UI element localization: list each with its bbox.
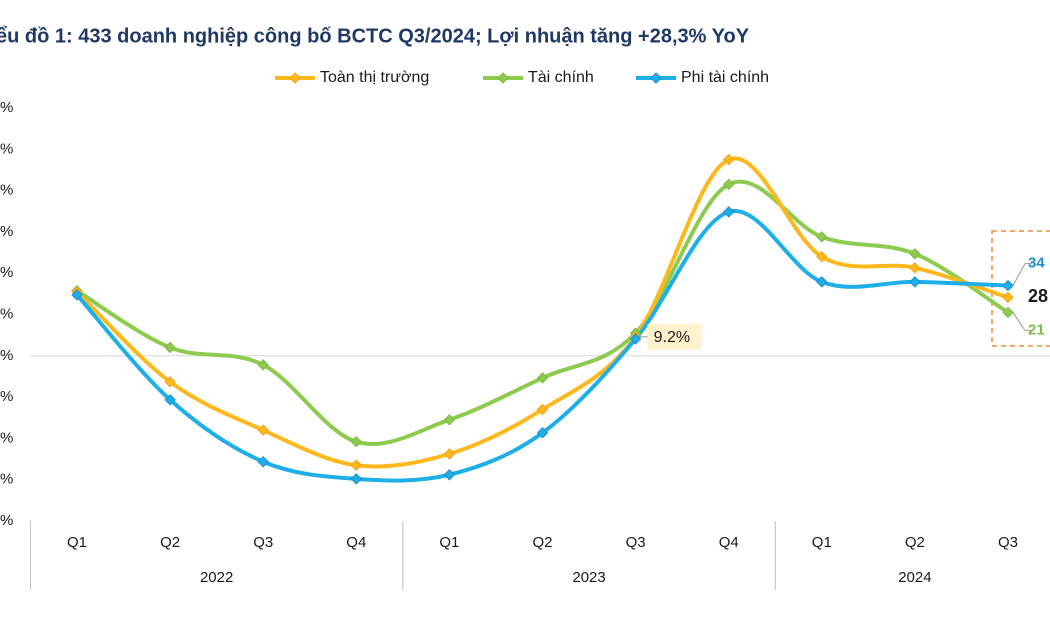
data-marker bbox=[722, 206, 735, 218]
y-tick-label: % bbox=[0, 347, 13, 364]
x-group-label: 2022 bbox=[200, 569, 233, 586]
data-marker bbox=[257, 359, 269, 371]
x-tick-label: Q4 bbox=[346, 534, 366, 551]
data-marker bbox=[1002, 291, 1014, 304]
x-tick-label: Q1 bbox=[67, 534, 87, 551]
chart-title: ểu đồ 1: 433 doanh nghiệp công bố BCTC Q… bbox=[0, 25, 750, 47]
data-marker bbox=[164, 376, 176, 388]
y-tick-label: % bbox=[0, 264, 13, 281]
legend-marker bbox=[289, 72, 301, 84]
data-marker bbox=[816, 276, 828, 288]
x-tick-label: Q2 bbox=[905, 534, 925, 551]
data-marker bbox=[536, 427, 549, 439]
data-marker bbox=[257, 424, 269, 436]
data-label: 21 bbox=[1028, 321, 1045, 338]
data-marker bbox=[722, 153, 735, 166]
data-marker bbox=[1002, 279, 1014, 292]
x-tick-label: Q2 bbox=[532, 534, 552, 551]
series-line bbox=[75, 156, 1009, 469]
data-label: 34 bbox=[1028, 255, 1045, 272]
data-marker bbox=[350, 435, 363, 448]
data-label: 28 bbox=[1028, 286, 1048, 306]
label-bg bbox=[647, 323, 702, 350]
data-marker bbox=[1002, 306, 1014, 319]
data-marker bbox=[350, 473, 363, 485]
data-marker bbox=[443, 448, 456, 460]
legend-marker bbox=[497, 72, 509, 84]
data-marker bbox=[722, 178, 735, 191]
highlight-box bbox=[991, 230, 1050, 347]
legend-label: Toàn thị trường bbox=[320, 69, 429, 86]
x-tick-label: Q4 bbox=[719, 534, 739, 551]
x-tick-label: Q1 bbox=[812, 534, 832, 551]
label-leader bbox=[1012, 263, 1032, 286]
data-marker bbox=[350, 459, 363, 471]
data-marker bbox=[536, 372, 549, 384]
x-tick-label: Q3 bbox=[998, 534, 1018, 551]
label-bg bbox=[1024, 285, 1050, 310]
y-tick-label: % bbox=[0, 99, 13, 116]
series-line bbox=[75, 209, 1009, 483]
data-marker bbox=[909, 248, 921, 260]
x-tick-label: Q3 bbox=[253, 534, 273, 551]
data-label: 9.2% bbox=[654, 329, 690, 346]
legend-label: Phi tài chính bbox=[681, 69, 769, 86]
y-tick-label: % bbox=[0, 512, 13, 529]
data-marker bbox=[164, 394, 176, 406]
x-tick-label: Q2 bbox=[160, 534, 180, 551]
data-marker bbox=[71, 289, 83, 301]
data-marker bbox=[443, 414, 456, 426]
y-tick-label: % bbox=[0, 429, 13, 446]
data-marker bbox=[257, 456, 269, 468]
legend-marker bbox=[650, 72, 662, 84]
data-marker bbox=[816, 250, 828, 263]
x-group-label: 2024 bbox=[898, 569, 931, 586]
data-marker bbox=[164, 341, 176, 354]
x-tick-label: Q3 bbox=[626, 534, 646, 551]
data-marker bbox=[816, 231, 828, 243]
x-tick-label: Q1 bbox=[439, 534, 459, 551]
data-marker bbox=[443, 469, 456, 481]
y-tick-label: % bbox=[0, 305, 13, 322]
y-tick-label: % bbox=[0, 471, 13, 488]
y-tick-label: % bbox=[0, 182, 13, 199]
x-group-label: 2023 bbox=[572, 569, 605, 586]
y-tick-label: % bbox=[0, 388, 13, 405]
data-marker bbox=[909, 276, 921, 288]
y-tick-label: % bbox=[0, 223, 13, 240]
label-leader bbox=[1012, 312, 1032, 331]
legend-label: Tài chính bbox=[528, 69, 594, 86]
y-tick-label: % bbox=[0, 140, 13, 157]
data-marker bbox=[536, 403, 549, 416]
data-marker bbox=[909, 262, 921, 274]
data-marker bbox=[629, 333, 642, 345]
